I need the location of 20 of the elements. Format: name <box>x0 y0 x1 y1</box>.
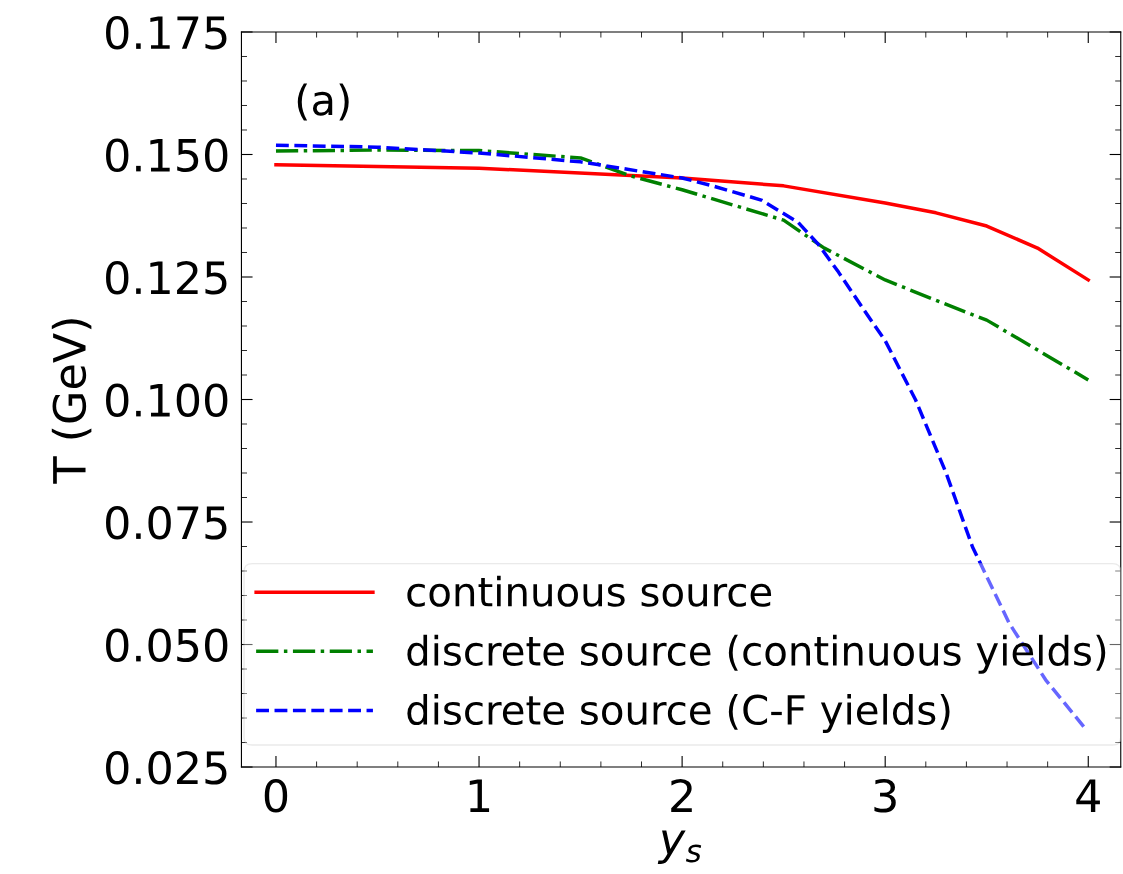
x-tick-label: 3 <box>874 778 896 813</box>
annotation: (a) <box>297 83 349 121</box>
y-tick-label: 0.175 <box>106 15 227 50</box>
line-series <box>274 148 1090 382</box>
legend-label: continuous source <box>407 575 772 607</box>
x-axis-title: y$_{s}$ <box>657 830 702 864</box>
y-tick-label: 0.075 <box>106 505 227 540</box>
y-tick-label: 0.025 <box>106 750 227 785</box>
legend-label: discrete source (C-F yields) <box>407 693 950 733</box>
legend-label: discrete source (continuous yields) <box>407 634 1106 674</box>
y-tick-label: 0.150 <box>106 138 228 173</box>
y-tick-label: 0.050 <box>106 628 228 663</box>
y-axis-title: T (GeV) <box>51 319 92 484</box>
line-series <box>274 163 1090 282</box>
y-tick-label: 0.125 <box>106 260 227 295</box>
x-tick-label: 0 <box>264 778 288 813</box>
x-tick-label: 2 <box>671 778 692 812</box>
x-tick-label: 1 <box>469 779 490 812</box>
y-tick-label: 0.100 <box>106 383 228 418</box>
x-tick-label: 4 <box>1076 779 1100 812</box>
